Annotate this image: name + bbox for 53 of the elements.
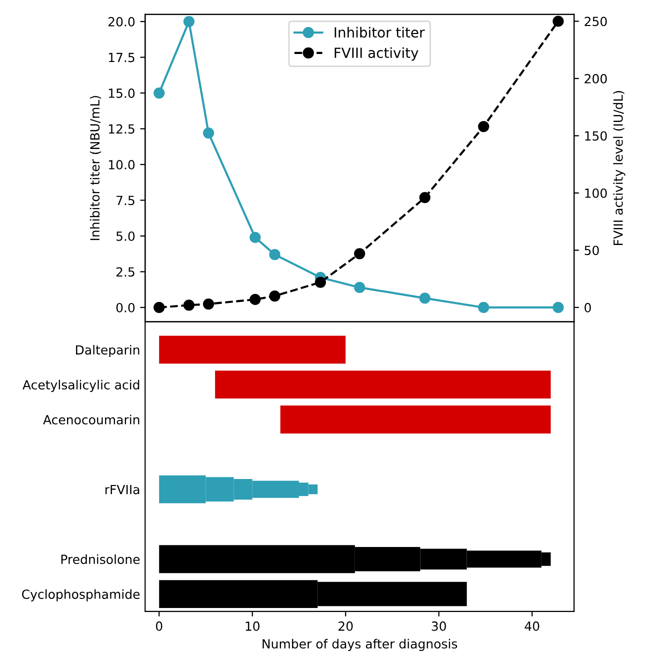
y-tick-label: rFVIIa (105, 484, 140, 494)
legend-label: Inhibitor titer (334, 26, 425, 38)
bar (280, 406, 551, 434)
x-tick-label: 40 (524, 621, 540, 631)
point (154, 302, 165, 314)
y-tick-label: 17.5 (108, 52, 134, 62)
y-tick-label: Acetylsalicylic acid (22, 380, 140, 392)
y2-tick-label: 50 (584, 246, 599, 256)
x-tick-label: 20 (338, 621, 353, 631)
point (314, 276, 326, 288)
bar (159, 336, 346, 364)
y-tick-label: 5.0 (116, 231, 135, 241)
x-tick-label: 30 (432, 621, 446, 631)
y-tick-label: Cyclophosphamide (22, 589, 140, 602)
y-tick-label: 0.0 (116, 302, 135, 312)
y-tick-label: 2.5 (116, 267, 134, 277)
x-tick-label: 0 (156, 621, 162, 631)
point (478, 121, 490, 132)
y2-axis-title: FVIII activity level (IU/dL) (613, 91, 626, 245)
point (419, 192, 430, 204)
x-axis-title: Number of days after diagnosis (262, 638, 458, 651)
y-tick-label: Acenocoumarin (43, 414, 140, 424)
bar (215, 370, 551, 399)
point (269, 249, 280, 260)
point (250, 232, 261, 243)
y2-tick-label: 200 (584, 74, 607, 84)
point (552, 16, 564, 27)
y-tick-label: 7.5 (116, 196, 134, 206)
y2-tick-label: 0 (584, 302, 591, 312)
y2-tick-label: 250 (584, 16, 607, 26)
point (202, 127, 214, 139)
point (183, 300, 195, 311)
point (354, 282, 366, 294)
point (269, 290, 280, 302)
y-tick-label: 12.5 (108, 124, 134, 134)
y-tick-label: 15.0 (108, 88, 135, 98)
y2-tick-label: 100 (585, 188, 607, 198)
point (354, 248, 366, 260)
point (202, 298, 214, 310)
point (419, 292, 430, 304)
y-tick-label: Prednisolone (61, 554, 140, 564)
y-tick-label: 20.0 (108, 17, 135, 26)
point (154, 87, 165, 99)
point (250, 294, 261, 305)
y-tick-label: Dalteparin (76, 344, 140, 358)
y-axis-title: Inhibitor titer (NBU/mL) (90, 96, 102, 240)
y2-tick-label: 150 (585, 131, 607, 141)
point (478, 302, 490, 314)
x-tick-label: 10 (246, 621, 260, 631)
point (183, 16, 195, 28)
point (552, 302, 564, 314)
legend-label: FVIII activity (334, 47, 418, 61)
y-tick-label: 10.0 (108, 160, 135, 170)
